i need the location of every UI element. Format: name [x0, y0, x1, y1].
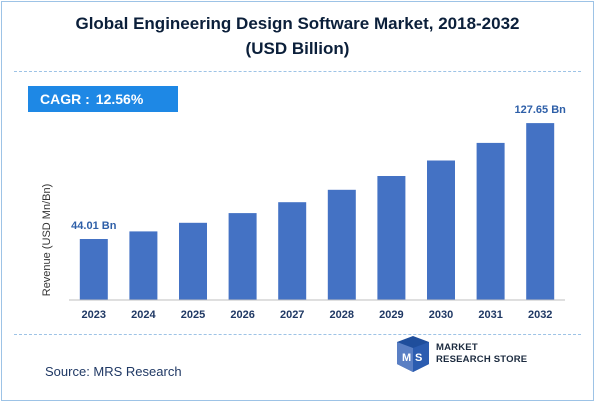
- bar-2030: [427, 160, 455, 300]
- top-divider: [14, 71, 581, 72]
- bar-2029: [377, 176, 406, 300]
- data-label-2023: 44.01 Bn: [71, 220, 117, 232]
- bar-2026: [228, 213, 257, 300]
- chart-title: Global Engineering Design Software Marke…: [75, 14, 520, 33]
- svg-text:M: M: [402, 352, 411, 364]
- logo-text-line2: RESEARCH STORE: [436, 354, 528, 365]
- x-tick-2030: 2030: [429, 309, 453, 321]
- logo-text-line1: MARKET: [436, 342, 478, 353]
- data-label-2032: 127.65 Bn: [515, 104, 567, 116]
- bar-2031: [476, 142, 505, 300]
- x-tick-2032: 2032: [528, 309, 552, 321]
- x-tick-2027: 2027: [280, 309, 304, 321]
- x-tick-2025: 2025: [181, 309, 205, 321]
- bottom-divider: [14, 334, 581, 335]
- bar-2023: [79, 239, 108, 300]
- cagr-label: CAGR :: [40, 91, 90, 107]
- bar-2025: [179, 222, 207, 300]
- bar-2028: [327, 189, 356, 300]
- x-tick-2029: 2029: [379, 309, 403, 321]
- cagr-value: 12.56%: [95, 91, 144, 107]
- source-note: Source: MRS Research: [45, 364, 182, 379]
- x-tick-2024: 2024: [131, 309, 156, 321]
- cagr-badge: CAGR : 12.56%: [28, 86, 178, 112]
- x-tick-2031: 2031: [478, 309, 502, 321]
- chart-subtitle: (USD Billion): [245, 39, 350, 58]
- x-tick-2028: 2028: [330, 309, 354, 321]
- bar-2032: [526, 123, 555, 300]
- bar-2027: [278, 202, 307, 300]
- x-tick-2023: 2023: [82, 309, 106, 321]
- bar-2024: [129, 231, 158, 300]
- svg-text:S: S: [415, 352, 422, 364]
- x-tick-2026: 2026: [230, 309, 254, 321]
- y-axis-label: Revenue (USD Mn/Bn): [41, 184, 53, 297]
- mrs-logo-icon: M S: [397, 336, 429, 372]
